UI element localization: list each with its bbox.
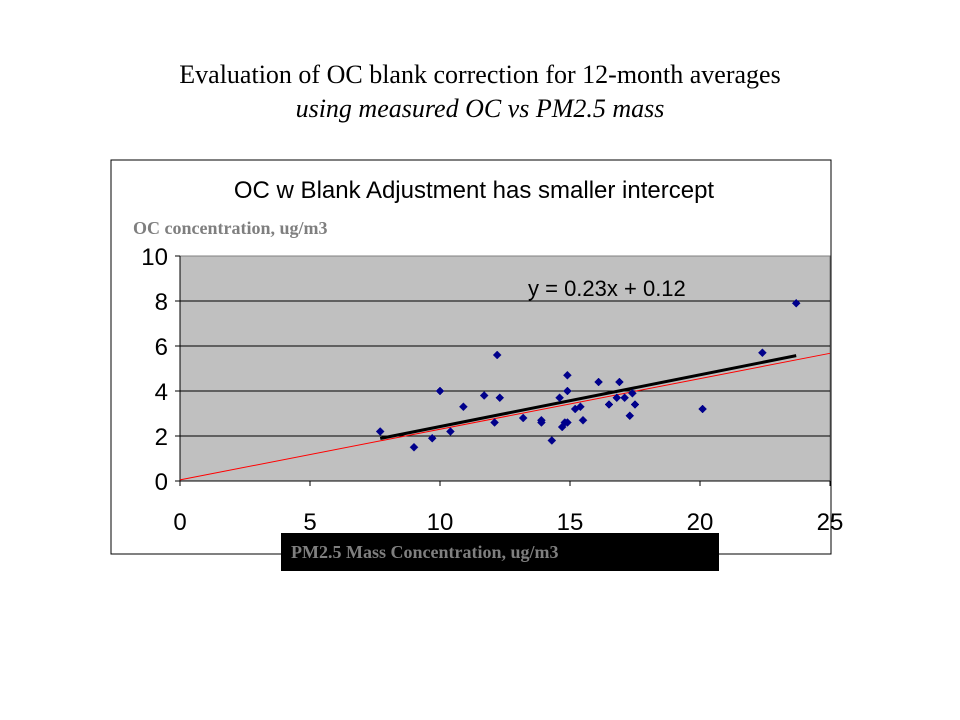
- data-point: [563, 418, 572, 427]
- x-tick-label: 25: [817, 509, 844, 536]
- y-tick-label: 10: [141, 244, 168, 271]
- x-tick-label: 10: [427, 509, 454, 536]
- slide-title-main: Evaluation of OC blank correction for 12…: [179, 60, 781, 89]
- data-point: [758, 348, 767, 358]
- data-point: [375, 427, 385, 436]
- data-point: [459, 402, 468, 412]
- data-point: [576, 402, 585, 412]
- trendline: [379, 354, 797, 440]
- x-tick-label: 0: [173, 509, 186, 536]
- y-tick-label: 4: [155, 379, 168, 406]
- data-point: [563, 370, 572, 380]
- x-tick-label: 20: [687, 509, 714, 536]
- data-point: [547, 436, 557, 445]
- y-axis: 0 2 4 6 8 10: [141, 244, 181, 496]
- data-point: [492, 350, 502, 360]
- data-point: [435, 386, 445, 396]
- x-tick-label: 5: [303, 509, 316, 536]
- data-point: [563, 386, 572, 396]
- data-point: [615, 377, 624, 387]
- data-point: [479, 391, 489, 400]
- data-point: [490, 418, 499, 427]
- y-tick-label: 6: [155, 334, 168, 361]
- data-point: [620, 393, 629, 403]
- data-point: [630, 400, 640, 409]
- slide-subtitle: using measured OC vs PM2.5 mass: [295, 94, 665, 123]
- data-point: [427, 433, 437, 443]
- y-tick-label: 0: [155, 469, 168, 496]
- regression-lines: [179, 352, 831, 481]
- x-axis-title: PM2.5 Mass Concentration, ug/m3: [281, 533, 719, 571]
- data-point: [555, 393, 564, 403]
- x-tick-label: 15: [557, 509, 584, 536]
- x-axis: 0 5 10 15 20 25: [173, 480, 844, 536]
- slide-title: Evaluation of OC blank correction for 12…: [0, 58, 960, 126]
- data-point: [578, 415, 588, 425]
- data-point: [604, 400, 614, 409]
- y-tick-label: 8: [155, 289, 168, 316]
- chart-title: OC w Blank Adjustment has smaller interc…: [234, 177, 715, 204]
- data-points: [375, 298, 801, 452]
- trendline-equation: y = 0.23x + 0.12: [528, 276, 686, 301]
- data-point: [537, 415, 546, 425]
- plot-area: [179, 255, 831, 482]
- reference-line: [179, 352, 831, 481]
- y-axis-title: OC concentration, ug/m3: [131, 218, 330, 239]
- data-point: [409, 442, 419, 452]
- gridlines: [180, 300, 830, 437]
- data-point: [446, 427, 455, 436]
- data-point: [594, 377, 603, 387]
- data-point: [791, 298, 801, 308]
- data-point: [612, 393, 622, 403]
- data-point: [628, 388, 637, 398]
- data-point: [698, 404, 707, 414]
- data-point: [625, 411, 635, 421]
- y-tick-label: 2: [155, 424, 168, 451]
- data-point: [518, 413, 528, 423]
- data-point: [495, 393, 505, 403]
